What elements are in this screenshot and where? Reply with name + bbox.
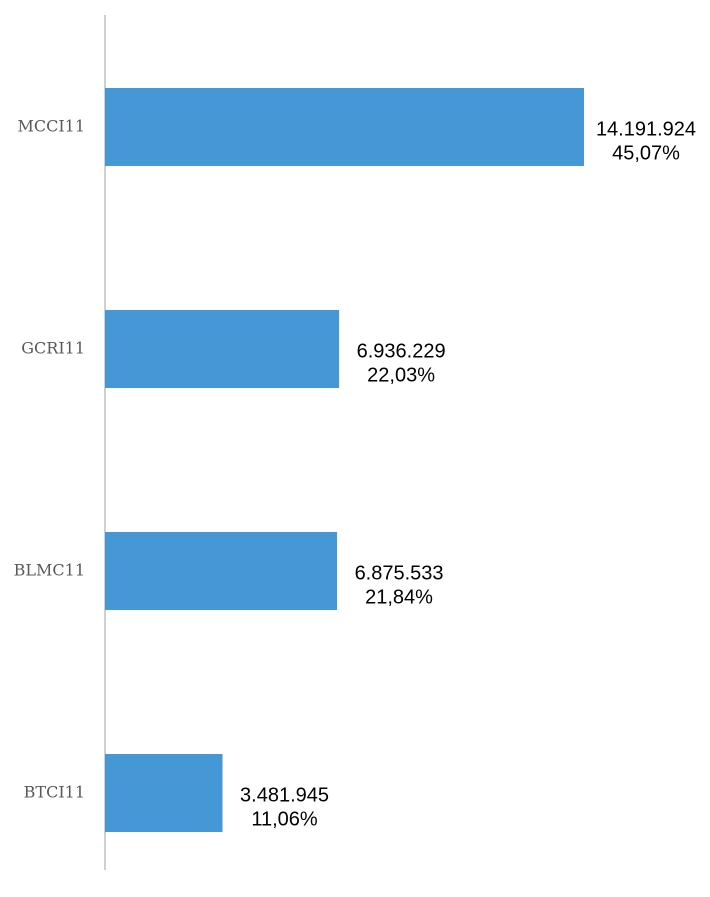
share-label: 45,07% (612, 142, 680, 164)
value-label: 6.875.533 (355, 562, 444, 584)
bar (105, 88, 584, 166)
value-label: 3.481.945 (240, 784, 329, 806)
value-label: 14.191.924 (596, 118, 696, 140)
share-label: 21,84% (365, 586, 433, 608)
value-label: 6.936.229 (357, 340, 446, 362)
y-tick-label: MCCI11 (17, 117, 85, 136)
bar (105, 532, 338, 610)
share-label: 22,03% (367, 364, 435, 386)
y-tick-label: GCRI11 (21, 339, 85, 358)
bar (105, 310, 340, 388)
y-tick-label: BTCI11 (24, 783, 85, 802)
bar (105, 754, 223, 832)
share-label: 11,06% (251, 808, 318, 830)
y-tick-label: BLMC11 (14, 561, 85, 580)
